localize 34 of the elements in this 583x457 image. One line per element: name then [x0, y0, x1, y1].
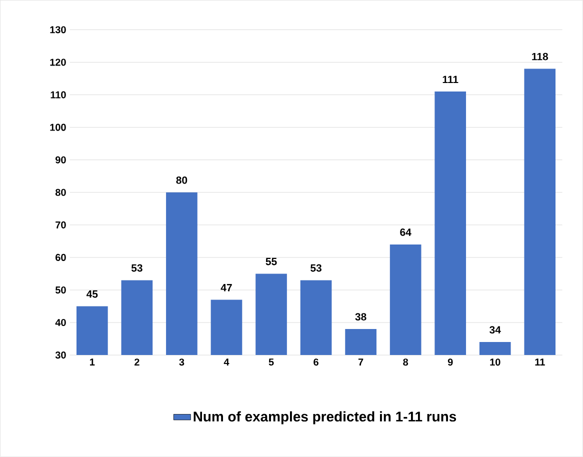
x-tick-label: 4	[224, 358, 230, 366]
data-label: 47	[220, 284, 232, 292]
y-tick-label: 100	[50, 124, 66, 131]
y-tick-label: 110	[50, 91, 66, 98]
y-tick-label: 90	[56, 156, 66, 164]
data-label: 53	[131, 264, 142, 272]
x-tick-label: 5	[268, 358, 274, 366]
data-label: 34	[490, 326, 501, 334]
y-tick-label: 30	[55, 352, 66, 359]
x-tick-label: 9	[448, 358, 453, 366]
x-tick-label: 3	[179, 358, 184, 366]
data-label: 38	[355, 313, 366, 321]
legend-label: Num of examples predicted in 1-11 runs	[194, 411, 456, 424]
x-tick-label: 1	[90, 358, 95, 366]
x-tick-label: 6	[314, 358, 318, 366]
x-tick-label: 8	[403, 358, 408, 366]
y-tick-label: 50	[55, 286, 66, 294]
data-label: 111	[442, 76, 458, 84]
y-tick-label: 130	[50, 26, 66, 34]
x-tick-label: 2	[134, 358, 140, 366]
data-label: 80	[176, 176, 188, 184]
y-tick-label: 120	[50, 58, 66, 66]
data-label: 55	[266, 258, 277, 266]
y-tick-label: 80	[55, 188, 66, 196]
x-tick-label: 7	[358, 358, 364, 366]
x-tick-label: 11	[535, 358, 545, 366]
y-tick-label: 70	[56, 221, 66, 229]
y-tick-label: 60	[56, 254, 66, 262]
x-tick-label: 10	[490, 358, 500, 366]
data-label: 118	[532, 52, 548, 60]
data-label: 53	[310, 264, 322, 272]
data-label: 45	[86, 290, 98, 298]
data-label: 64	[400, 228, 412, 236]
y-tick-label: 40	[55, 319, 66, 326]
